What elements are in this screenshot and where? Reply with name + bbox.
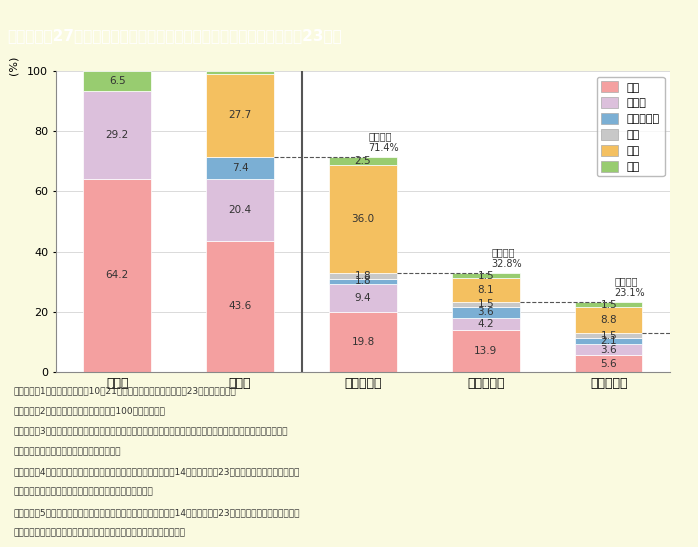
Text: 1.5: 1.5 <box>600 331 617 341</box>
Text: （備考）　1．厚生労働省「第10回21世紀成年者縦断調査」（平成23年）より作成。: （備考） 1．厚生労働省「第10回21世紀成年者縦断調査」（平成23年）より作成… <box>14 386 237 395</box>
Text: 3．調査では、結婚と出産について別個に問いを設けているが、ここでは、全体の傾向を見るために１: 3．調査では、結婚と出産について別個に問いを設けているが、ここでは、全体の傾向を… <box>14 427 288 435</box>
Text: 1.5: 1.5 <box>477 271 494 281</box>
Text: 9.4: 9.4 <box>355 293 371 303</box>
Text: 43.6: 43.6 <box>228 301 252 311</box>
Text: 7.4: 7.4 <box>232 164 248 173</box>
Text: 36.0: 36.0 <box>351 214 375 224</box>
Text: 就業継続
23.1%: 就業継続 23.1% <box>614 276 645 298</box>
Bar <box>575 338 642 344</box>
Text: 3.6: 3.6 <box>477 307 494 317</box>
Y-axis label: (%): (%) <box>9 55 19 75</box>
Text: 6.5: 6.5 <box>109 76 126 86</box>
Text: 1.5: 1.5 <box>600 300 617 310</box>
Text: 3.6: 3.6 <box>600 345 617 354</box>
Bar <box>207 179 274 241</box>
Text: 27.7: 27.7 <box>228 110 252 120</box>
Bar <box>329 312 396 372</box>
Bar <box>452 302 519 307</box>
Bar <box>575 307 642 334</box>
Bar <box>452 274 519 278</box>
Bar <box>329 284 396 312</box>
Text: 婚前に仕事ありの女性を対象としている。: 婚前に仕事ありの女性を対象としている。 <box>14 488 154 497</box>
Bar <box>207 241 274 372</box>
Bar <box>575 302 642 307</box>
Bar <box>207 71 274 74</box>
Text: 第１－特－27図　ライフイベントによる女性の就業形態の変化（平成23年）: 第１－特－27図 ライフイベントによる女性の就業形態の変化（平成23年） <box>7 28 342 44</box>
Text: 5．出産前後の就業形態の変化は、第１回調査時（平成14年）から平成23年までの９年間に子どもが生: 5．出産前後の就業形態の変化は、第１回調査時（平成14年）から平成23年までの９… <box>14 508 300 517</box>
Text: 1.8: 1.8 <box>355 271 371 281</box>
Text: 20.4: 20.4 <box>228 205 252 215</box>
Bar <box>452 317 519 330</box>
Text: 1.8: 1.8 <box>355 276 371 287</box>
Bar <box>452 307 519 317</box>
Bar <box>207 157 274 179</box>
Text: 就業継続
71.4%: 就業継続 71.4% <box>369 131 399 153</box>
Bar <box>452 278 519 302</box>
Text: つのグラフにまとめている。: つのグラフにまとめている。 <box>14 447 121 456</box>
Bar <box>329 165 396 274</box>
Text: 5.6: 5.6 <box>600 358 617 369</box>
Bar <box>207 74 274 157</box>
Text: 29.2: 29.2 <box>105 130 129 140</box>
Text: 13.9: 13.9 <box>474 346 498 356</box>
Bar <box>84 91 151 179</box>
Legend: 正規, 非正規, その他就業, 転職, 離職, 不詳: 正規, 非正規, その他就業, 転職, 離職, 不詳 <box>597 77 664 177</box>
Bar <box>575 334 642 338</box>
Text: 8.8: 8.8 <box>600 315 617 325</box>
Text: 2．結婚前に仕事ありの女性を100としている。: 2．結婚前に仕事ありの女性を100としている。 <box>14 406 166 415</box>
Bar <box>329 274 396 279</box>
Bar <box>452 330 519 372</box>
Bar <box>575 344 642 355</box>
Text: 2.1: 2.1 <box>600 336 617 346</box>
Bar <box>84 179 151 372</box>
Text: 8.1: 8.1 <box>477 285 494 295</box>
Text: 就業継続
32.8%: 就業継続 32.8% <box>491 247 522 269</box>
Bar <box>329 158 396 165</box>
Text: まれた出産前に妻に仕事ありの夫婦を対象としている。: まれた出産前に妻に仕事ありの夫婦を対象としている。 <box>14 528 186 537</box>
Text: 4.2: 4.2 <box>477 319 494 329</box>
Text: 64.2: 64.2 <box>105 270 129 281</box>
Bar <box>329 279 396 284</box>
Text: 4．結婚前後の就業形態の変化は、第１回調査時（平成14年）から平成23年までの９年間に結婚した結: 4．結婚前後の就業形態の変化は、第１回調査時（平成14年）から平成23年までの９… <box>14 467 300 476</box>
Bar <box>84 72 151 91</box>
Text: 19.8: 19.8 <box>351 337 375 347</box>
Text: 1.5: 1.5 <box>477 299 494 310</box>
Text: 2.5: 2.5 <box>355 156 371 166</box>
Bar <box>575 355 642 372</box>
